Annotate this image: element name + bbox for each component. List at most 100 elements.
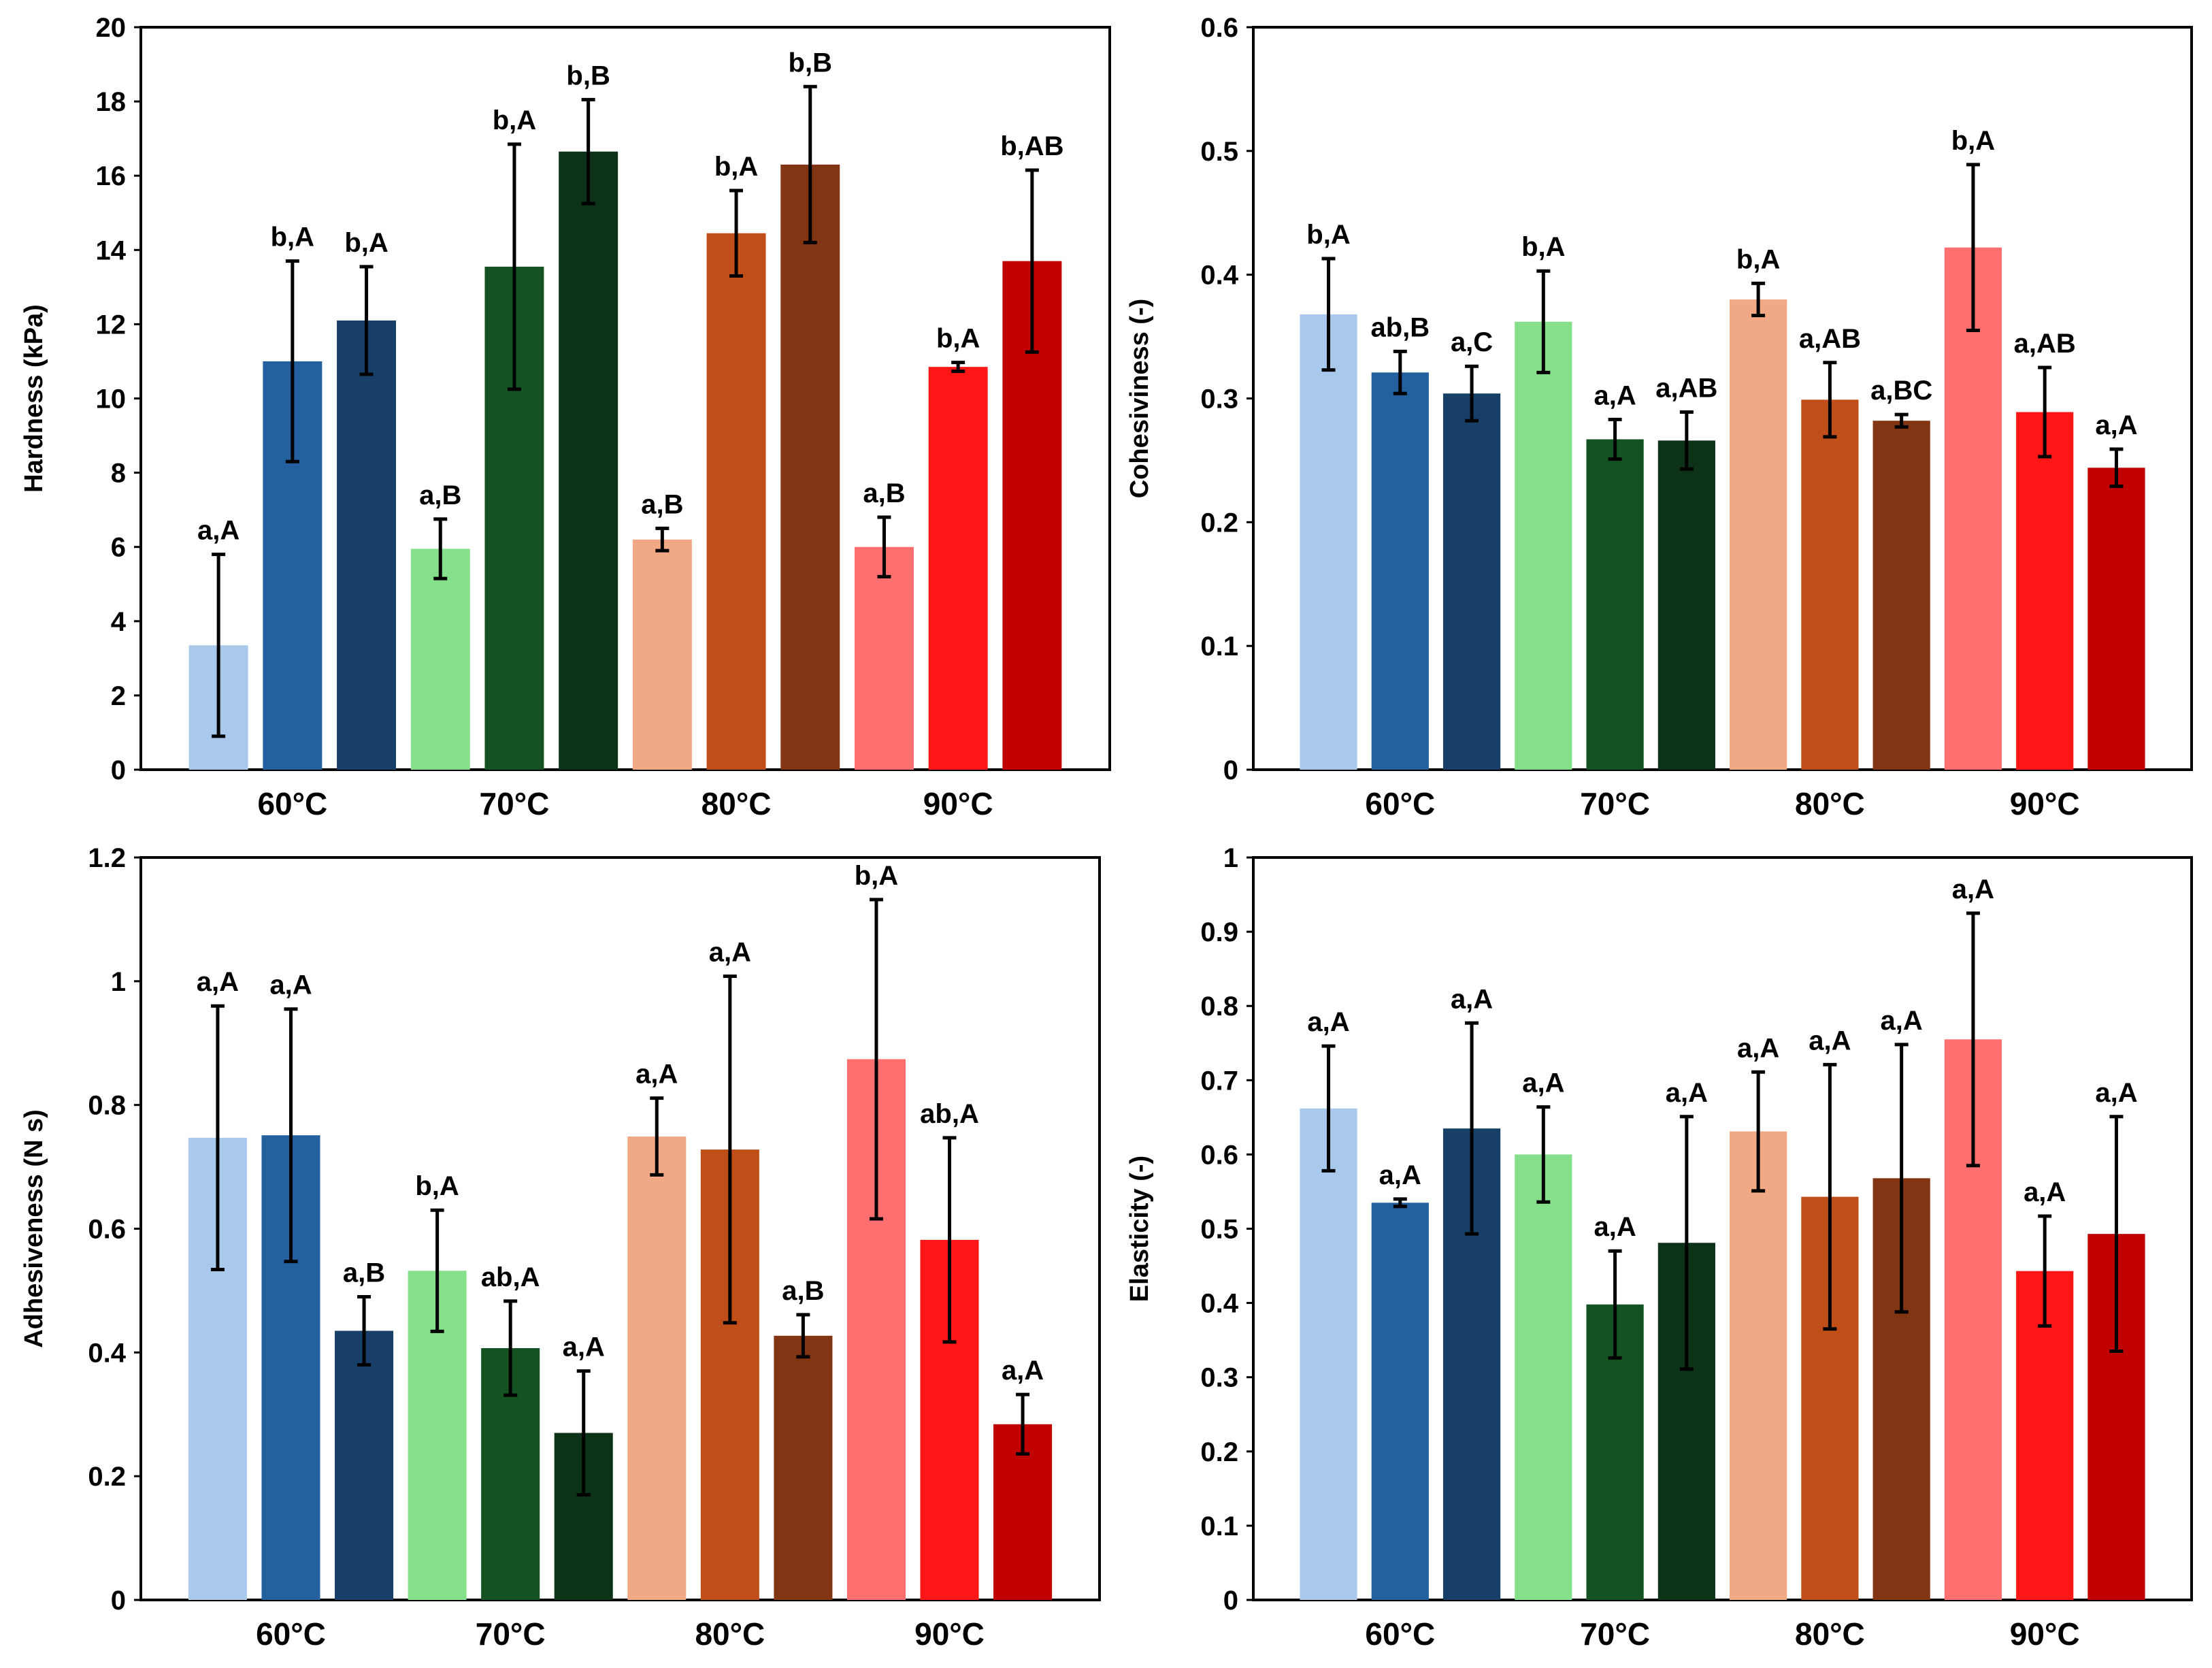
hardness-y-tick-label: 2: [111, 681, 126, 711]
adhesiveness-significance-label: ab,A: [920, 1099, 979, 1129]
adhesiveness-significance-label: b,A: [855, 861, 898, 891]
adhesiveness-y-tick-label: 0.4: [88, 1338, 126, 1368]
adhesiveness-y-axis-label: Adhesiveness (N s): [20, 1109, 48, 1348]
hardness-y-tick-label: 20: [96, 13, 127, 43]
adhesiveness-y-tick-label: 1.2: [88, 843, 126, 873]
elasticity-y-tick-label: 0.2: [1200, 1437, 1238, 1467]
hardness-significance-label: a,A: [197, 516, 240, 546]
elasticity-y-axis-label: Elasticity (-): [1125, 1156, 1154, 1302]
hardness-bar: [559, 151, 618, 770]
hardness-chart-svg: 0 2 4 6 8 10 12 14 16 18 20 Hardness (kPa) a,A b,A b,A…: [20, 13, 1111, 821]
elasticity-bar: [1300, 1108, 1357, 1600]
elasticity-significance-label: a,A: [1809, 1026, 1851, 1056]
adhesiveness-bar: [335, 1330, 394, 1600]
cohesiveness-bar: [1872, 421, 1930, 770]
elasticity-significance-label: a,A: [2024, 1177, 2066, 1207]
hardness-y-tick-label: 4: [111, 607, 127, 637]
cohesiveness-bar: [1730, 299, 1787, 770]
hardness-y-tick-label: 0: [111, 755, 126, 785]
adhesiveness-category-label: 80°C: [695, 1616, 765, 1652]
adhesiveness-y-tick-label: 0.2: [88, 1462, 126, 1492]
adhesiveness-significance-label: a,B: [782, 1276, 824, 1306]
cohesiveness-bar: [1657, 440, 1715, 770]
adhesiveness-significance-label: a,A: [1002, 1356, 1044, 1386]
cohesiveness-y-tick-label: 0.5: [1200, 137, 1238, 167]
cohesiveness-category-label: 80°C: [1795, 786, 1865, 821]
elasticity-y-tick-label: 0.7: [1200, 1066, 1238, 1096]
hardness-significance-label: b,A: [344, 228, 388, 258]
cohesiveness-significance-label: b,A: [1521, 232, 1565, 262]
cohesiveness-category-label: 60°C: [1365, 786, 1435, 821]
hardness-significance-label: a,B: [863, 478, 905, 508]
cohesiveness-significance-label: b,A: [1951, 126, 1995, 156]
elasticity-y-tick-label: 0: [1223, 1586, 1238, 1616]
hardness-significance-label: b,B: [789, 48, 832, 78]
elasticity-y-tick-label: 0.6: [1200, 1140, 1238, 1170]
hardness-y-tick-label: 12: [96, 310, 127, 340]
adhesiveness-significance-label: a,B: [343, 1258, 385, 1288]
elasticity-significance-label: a,A: [1307, 1007, 1349, 1037]
cohesiveness-significance-label: a,BC: [1870, 376, 1932, 406]
cohesiveness-category-label: 90°C: [2010, 786, 2080, 821]
elasticity-significance-label: a,A: [1666, 1078, 1708, 1108]
elasticity-y-tick-label: 0.3: [1200, 1363, 1238, 1393]
cohesiveness-significance-label: a,A: [1594, 380, 1636, 410]
hardness-y-tick-label: 6: [111, 533, 126, 563]
adhesiveness-bar: [627, 1136, 687, 1600]
elasticity-y-tick-label: 0.4: [1200, 1289, 1238, 1319]
elasticity-category-label: 70°C: [1580, 1616, 1650, 1652]
elasticity-bar: [1371, 1203, 1429, 1600]
adhesiveness-bar: [774, 1335, 833, 1600]
elasticity-significance-label: a,A: [1737, 1033, 1779, 1063]
adhesiveness-significance-label: a,A: [563, 1332, 605, 1362]
adhesiveness-chart-svg: 0 0.2 0.4 0.6 0.8 1 1.2 Adhesiveness (N s) a,A a,…: [20, 843, 1101, 1652]
cohesiveness-significance-label: a,C: [1451, 327, 1493, 357]
hardness-significance-label: a,B: [641, 489, 683, 519]
elasticity-chart-svg: 0 0.1 0.2 0.3 0.4 0.5 0.6 0.7 0.8 0.9 1 Elasticity …: [1125, 843, 2193, 1652]
adhesiveness-category-label: 70°C: [476, 1616, 546, 1652]
hardness-bar: [632, 539, 692, 770]
cohesiveness-bar: [1442, 393, 1501, 770]
elasticity-y-tick-label: 0.9: [1200, 917, 1238, 947]
elasticity-y-tick-label: 0.5: [1200, 1215, 1238, 1245]
cohesiveness-bar: [2016, 412, 2074, 770]
adhesiveness-y-tick-label: 0.8: [88, 1091, 126, 1121]
hardness-y-tick-label: 8: [111, 459, 126, 489]
cohesiveness-bar: [1944, 247, 2002, 770]
elasticity-significance-label: a,A: [1952, 874, 1994, 904]
adhesiveness-y-tick-label: 0: [111, 1586, 126, 1616]
elasticity-significance-label: a,A: [1379, 1160, 1421, 1190]
hardness-significance-label: b,A: [936, 324, 980, 354]
cohesiveness-bar: [2087, 468, 2145, 770]
cohesiveness-y-tick-label: 0.3: [1200, 385, 1238, 414]
cohesiveness-bar: [1586, 439, 1644, 770]
adhesiveness-chart: 0 0.2 0.4 0.6 0.8 1 1.2 Adhesiveness (N s) a,A a,…: [0, 830, 1106, 1668]
hardness-significance-label: b,A: [271, 223, 314, 252]
hardness-category-label: 60°C: [257, 786, 327, 821]
cohesiveness-y-tick-label: 0: [1223, 755, 1238, 785]
elasticity-category-label: 60°C: [1365, 1616, 1435, 1652]
hardness-bar: [854, 546, 914, 770]
elasticity-y-tick-label: 0.1: [1200, 1511, 1238, 1541]
elasticity-significance-label: a,A: [1594, 1212, 1636, 1242]
hardness-significance-label: b,B: [566, 61, 610, 91]
cohesiveness-bar: [1300, 314, 1357, 770]
adhesiveness-significance-label: a,A: [269, 970, 312, 1000]
elasticity-category-label: 90°C: [2010, 1616, 2080, 1652]
cohesiveness-y-tick-label: 0.2: [1200, 508, 1238, 538]
adhesiveness-category-label: 60°C: [256, 1616, 326, 1652]
hardness-bar: [706, 233, 766, 770]
elasticity-significance-label: a,A: [1522, 1068, 1564, 1098]
adhesiveness-y-tick-label: 1: [111, 967, 126, 997]
adhesiveness-significance-label: a,A: [197, 967, 239, 997]
hardness-y-tick-label: 18: [96, 87, 127, 117]
cohesiveness-significance-label: b,A: [1736, 244, 1780, 274]
cohesiveness-chart: 0 0.1 0.2 0.3 0.4 0.5 0.6 Cohesiviness (-) b,A ab…: [1106, 0, 2212, 830]
hardness-category-label: 70°C: [480, 786, 550, 821]
elasticity-bar: [1515, 1154, 1572, 1600]
adhesiveness-y-tick-label: 0.6: [88, 1215, 126, 1245]
elasticity-category-label: 80°C: [1795, 1616, 1865, 1652]
elasticity-y-tick-label: 1: [1223, 843, 1238, 873]
hardness-chart: 0 2 4 6 8 10 12 14 16 18 20 Hardness (kPa) a,A b,A b,A…: [0, 0, 1111, 830]
